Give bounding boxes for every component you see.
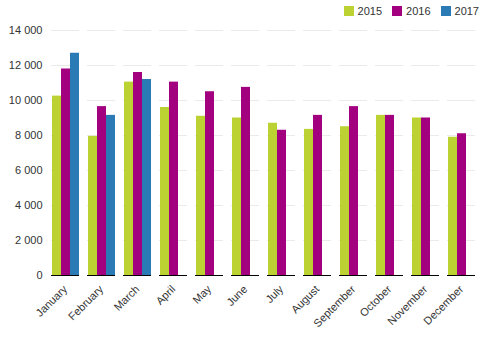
- svg-text:June: June: [224, 283, 249, 308]
- html-text:2015: 2015: [357, 5, 382, 17]
- svg-text:September: September: [311, 283, 358, 330]
- svg-text:March: March: [111, 283, 141, 313]
- svg-text:12 000: 12 000: [9, 59, 43, 71]
- svg-text:10 000: 10 000: [9, 94, 43, 106]
- svg-text:August: August: [289, 283, 322, 316]
- svg-text:October: October: [357, 283, 393, 319]
- svg-text:December: December: [421, 283, 466, 328]
- svg-text:8 000: 8 000: [15, 129, 43, 141]
- svg-text:January: January: [33, 282, 70, 319]
- svg-text:2 000: 2 000: [15, 234, 43, 246]
- svg-text:November: November: [385, 282, 430, 328]
- html-text:2017: 2017: [454, 5, 479, 17]
- svg-text:6 000: 6 000: [15, 164, 43, 176]
- svg-text:February: February: [66, 282, 106, 322]
- svg-text:May: May: [190, 282, 214, 306]
- svg-text:14 000: 14 000: [9, 24, 43, 36]
- svg-text:0: 0: [36, 269, 42, 281]
- svg-text:4 000: 4 000: [15, 199, 43, 211]
- svg-text:April: April: [153, 283, 177, 307]
- html-text:2016: 2016: [406, 5, 431, 17]
- svg-text:July: July: [263, 282, 286, 305]
